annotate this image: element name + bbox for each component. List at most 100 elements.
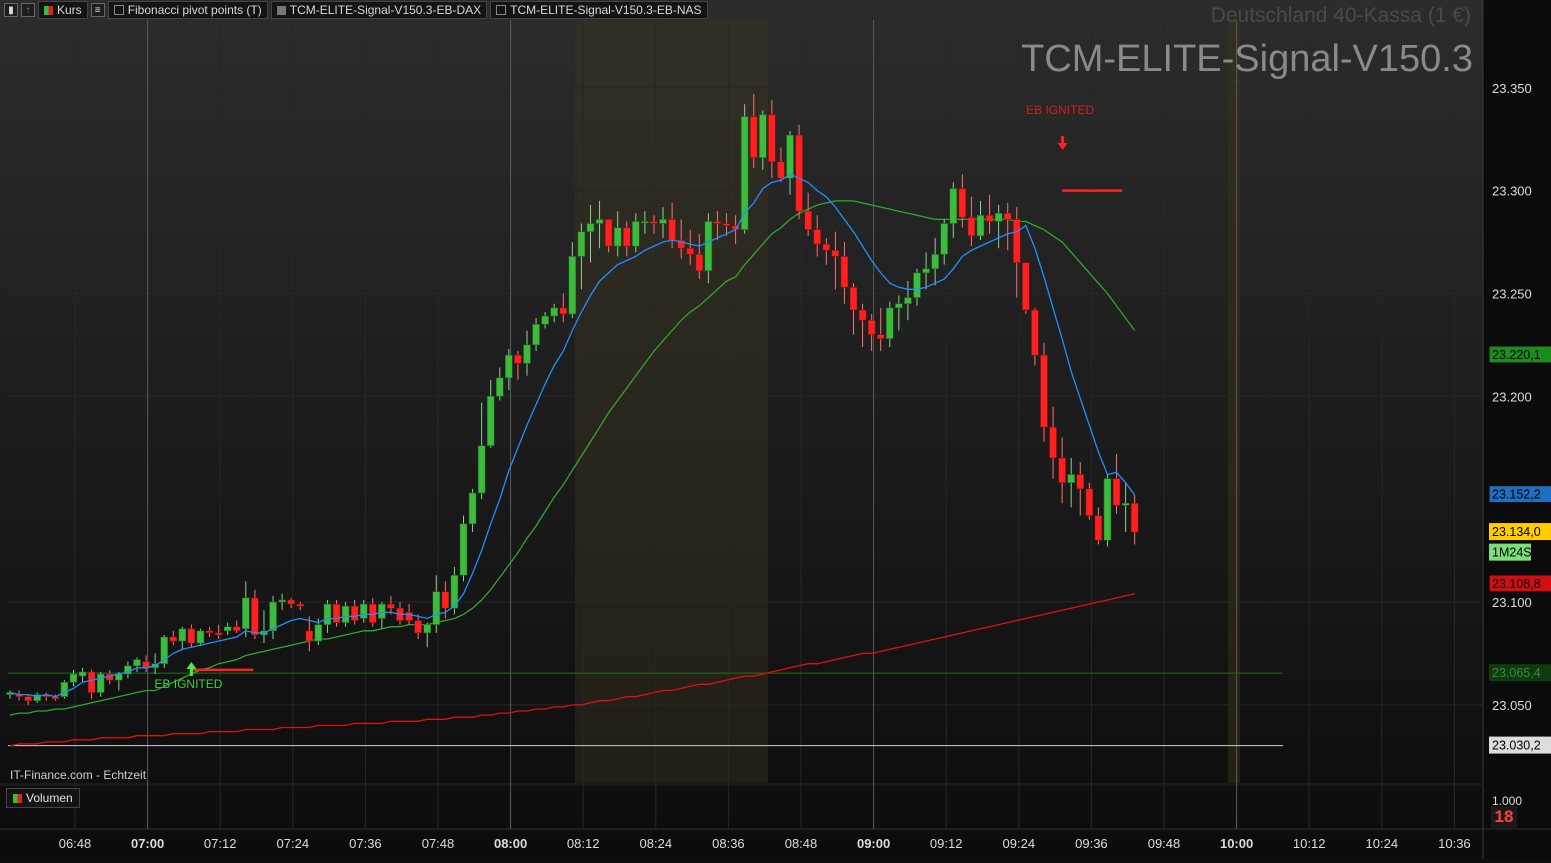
chart-type-icon[interactable]: ▮: [4, 3, 18, 17]
candle-body: [994, 212, 1003, 222]
candle-body: [586, 223, 595, 233]
candle-body: [78, 671, 87, 677]
x-tick-label: 09:24: [1003, 836, 1036, 851]
y-tick-label: 23.350: [1492, 81, 1532, 96]
candle-body: [24, 696, 32, 702]
candle-body: [441, 591, 450, 609]
candle-body: [722, 223, 731, 226]
arrow-up-icon[interactable]: ↑: [21, 3, 35, 17]
tab-signal-dax-label: TCM-ELITE-Signal-V150.3-EB-DAX: [289, 3, 482, 17]
candle-body: [659, 219, 667, 224]
candle-body: [378, 603, 386, 619]
price-axis-panel: [1483, 0, 1551, 858]
candle-body: [913, 272, 921, 298]
candle-body: [858, 309, 867, 321]
candle-body: [840, 256, 849, 288]
candle-body: [251, 597, 259, 636]
candle-body: [477, 445, 486, 494]
price-badge: [1489, 736, 1551, 754]
x-tick-label: 10:12: [1293, 836, 1326, 851]
candle-body: [350, 605, 359, 621]
x-tick-label: 07:12: [204, 836, 237, 851]
y-tick-label: 23.300: [1492, 184, 1532, 199]
x-tick-label: 08:12: [567, 836, 600, 851]
candle-body: [895, 303, 903, 309]
price-badge-label: 1M24S: [1492, 546, 1532, 560]
red-green-icon: [44, 5, 53, 15]
x-tick-label: 08:24: [640, 836, 673, 851]
price-badge-label: 23.065,4: [1492, 666, 1541, 680]
price-badge-label: 23.108,8: [1492, 577, 1541, 591]
tab-kurs-label: Kurs: [57, 3, 82, 17]
tab-kurs[interactable]: Kurs: [38, 1, 88, 19]
candle-body: [768, 114, 776, 163]
x-tick-label: 09:36: [1075, 836, 1108, 851]
candle-body: [214, 632, 223, 636]
candle-body: [205, 630, 214, 634]
ma-long-line: [9, 593, 1135, 747]
candle-body: [1076, 474, 1085, 490]
candle-body: [668, 219, 676, 241]
candle-body: [876, 334, 885, 340]
instrument-title: Deutschland 40-Kassa (1 €): [1210, 4, 1471, 27]
candle-body: [695, 254, 704, 272]
y-tick-label: 23.050: [1492, 698, 1532, 713]
y-tick-label: 23.100: [1492, 595, 1532, 610]
x-tick-label: 10:36: [1438, 836, 1471, 851]
candle-body: [468, 492, 477, 525]
ema-slow-line: [9, 200, 1136, 716]
candle-body: [1031, 309, 1039, 356]
candle-body: [133, 659, 141, 667]
x-tick-label: 09:12: [930, 836, 963, 851]
candle-body: [305, 630, 314, 642]
session-highlight: [575, 20, 768, 783]
candle-body: [985, 214, 994, 222]
indicator-title: TCM-ELITE-Signal-V150.3: [1021, 38, 1473, 80]
price-badge: [1489, 543, 1531, 561]
candle-body: [323, 603, 332, 625]
data-credit: IT-Finance.com - Echtzeit: [10, 768, 147, 782]
candle-body: [686, 247, 695, 255]
candle-body: [1112, 478, 1121, 506]
candle-body: [459, 523, 468, 576]
price-badge-label: 23.220,1: [1492, 348, 1541, 362]
volume-tick-label: 1.000: [1492, 794, 1522, 808]
candle-body: [1049, 426, 1057, 459]
list-icon[interactable]: ≡: [90, 3, 105, 17]
candle-body: [568, 256, 577, 315]
ema-fast-line: [9, 173, 1136, 698]
red-green-icon: [13, 793, 22, 803]
candle-body: [1085, 488, 1094, 516]
candle-body: [87, 671, 96, 693]
candle-body: [849, 286, 858, 311]
candle-body: [1130, 502, 1139, 533]
price-badge-label: 23.030,2: [1492, 739, 1541, 753]
candle-body: [704, 221, 713, 272]
candle-body: [387, 603, 395, 609]
x-tick-label: 06:48: [59, 836, 92, 851]
candle-body: [296, 603, 305, 607]
candle-body: [359, 603, 368, 619]
volume-panel-tab[interactable]: Volumen: [6, 788, 80, 808]
price-badge-label: 23.134,0: [1492, 525, 1541, 539]
candle-body: [96, 673, 105, 693]
tab-signal-dax[interactable]: TCM-ELITE-Signal-V150.3-EB-DAX: [270, 1, 488, 19]
candle-body: [414, 620, 422, 634]
candle-body: [885, 307, 894, 340]
candle-body: [976, 214, 985, 237]
candle-body: [160, 636, 168, 665]
candle-body: [922, 268, 930, 274]
tab-signal-nas[interactable]: TCM-ELITE-Signal-V150.3-EB-NAS: [490, 1, 708, 19]
tab-fibonacci[interactable]: Fibonacci pivot points (T): [107, 1, 268, 19]
candle-body: [1040, 354, 1048, 428]
candle-body: [759, 114, 767, 158]
tab-fibonacci-label: Fibonacci pivot points (T): [127, 3, 262, 17]
candle-body: [613, 227, 622, 247]
candle-body: [341, 605, 350, 623]
price-badge: [1488, 574, 1551, 593]
candle-body: [813, 229, 822, 245]
candle-body: [242, 597, 250, 630]
candle-body: [423, 624, 432, 634]
